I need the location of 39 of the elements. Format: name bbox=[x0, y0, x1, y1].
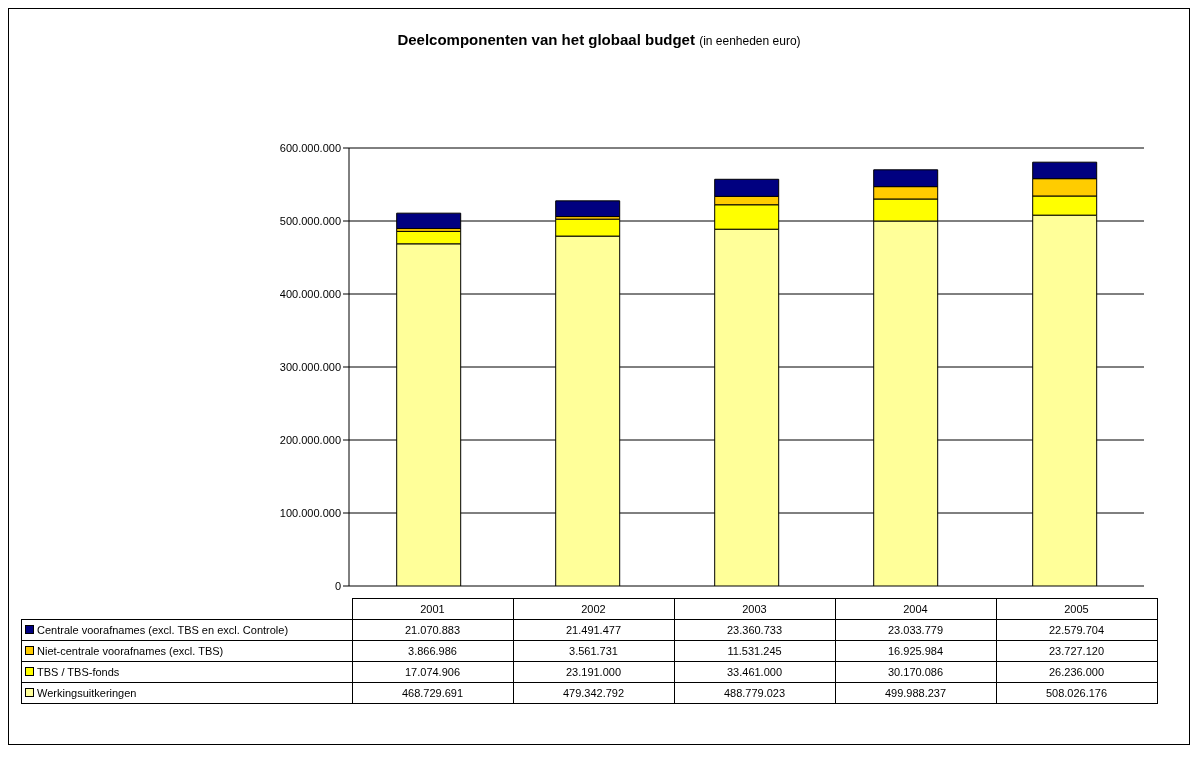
y-tick-label: 400.000.000 bbox=[279, 287, 341, 300]
data-label: 23.033.779 bbox=[835, 619, 996, 641]
data-label: 468.729.691 bbox=[352, 682, 513, 704]
data-label: 21.070.883 bbox=[352, 619, 513, 641]
y-tick-label: 600.000.000 bbox=[279, 141, 341, 154]
data-label: 33.461.000 bbox=[674, 661, 835, 683]
data-label: 499.988.237 bbox=[835, 682, 996, 704]
x-tick-label: 2002 bbox=[513, 598, 674, 620]
legend-label: Werkingsuitkeringen bbox=[21, 682, 352, 704]
legend-label: Niet-centrale voorafnames (excl. TBS) bbox=[21, 640, 352, 662]
x-tick-label: 2004 bbox=[835, 598, 996, 620]
y-tick-label: 100.000.000 bbox=[279, 506, 341, 519]
data-label: 508.026.176 bbox=[996, 682, 1157, 704]
data-label: 16.925.984 bbox=[835, 640, 996, 662]
data-label: 3.561.731 bbox=[513, 640, 674, 662]
y-tick-label: 500.000.000 bbox=[279, 214, 341, 227]
data-label: 23.191.000 bbox=[513, 661, 674, 683]
data-label: 11.531.245 bbox=[674, 640, 835, 662]
x-tick-label: 2005 bbox=[996, 598, 1157, 620]
y-tick-label: 200.000.000 bbox=[279, 433, 341, 446]
data-label: 26.236.000 bbox=[996, 661, 1157, 683]
data-label: 23.360.733 bbox=[674, 619, 835, 641]
legend-label: TBS / TBS-fonds bbox=[21, 661, 352, 683]
data-label: 23.727.120 bbox=[996, 640, 1157, 662]
data-label: 30.170.086 bbox=[835, 661, 996, 683]
legend-label: Centrale voorafnames (excl. TBS en excl. Controle) bbox=[21, 619, 352, 641]
x-tick-label: 2001 bbox=[352, 598, 513, 620]
data-label: 488.779.023 bbox=[674, 682, 835, 704]
y-tick-label: 0 bbox=[334, 579, 341, 592]
bar bbox=[555, 200, 621, 218]
data-label: 17.074.906 bbox=[352, 661, 513, 683]
chart-subtitle: (in eenheden euro) bbox=[699, 34, 801, 48]
x-tick-label: 2003 bbox=[674, 598, 835, 620]
data-label: 21.491.477 bbox=[513, 619, 674, 641]
y-tick-label: 300.000.000 bbox=[279, 360, 341, 373]
data-label: 3.866.986 bbox=[352, 640, 513, 662]
data-label: 22.579.704 bbox=[996, 619, 1157, 641]
data-label: 479.342.792 bbox=[513, 682, 674, 704]
chart-title: Deelcomponenten van het globaal budget bbox=[397, 31, 695, 48]
